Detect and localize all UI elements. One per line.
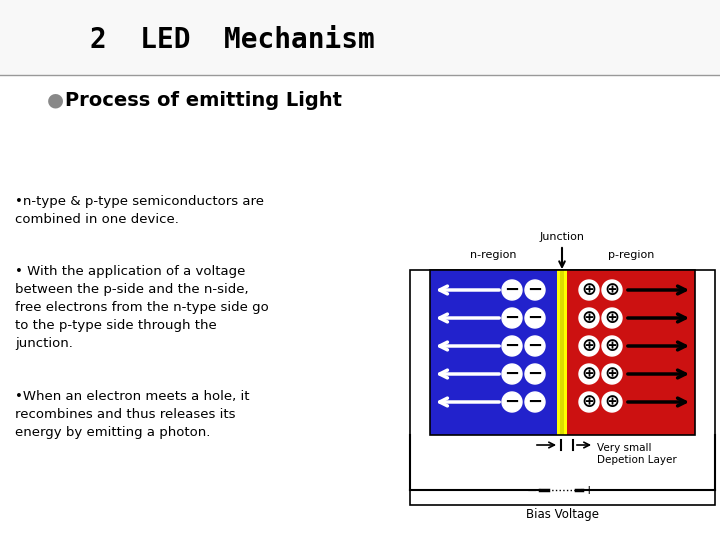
Circle shape [602,364,622,384]
Text: •When an electron meets a hole, it
recombines and thus releases its
energy by em: •When an electron meets a hole, it recom… [15,390,250,439]
Circle shape [502,336,522,356]
Text: ⊕: ⊕ [604,281,620,299]
Text: −: − [528,393,543,411]
Text: Process of emitting Light: Process of emitting Light [65,91,342,110]
Bar [557,270,567,435]
Text: −: − [505,365,520,383]
Bar [0,0,720,75]
Text: Junction: Junction [539,232,585,242]
Circle shape [579,308,599,328]
Text: ⊕: ⊕ [604,365,620,383]
Text: −: − [505,337,520,355]
Text: •n-type & p-type semiconductors are
combined in one device.: •n-type & p-type semiconductors are comb… [15,195,264,226]
Text: 2  LED  Mechanism: 2 LED Mechanism [90,26,374,54]
Text: −: − [526,484,537,497]
Text: ⊕: ⊕ [582,309,597,327]
Circle shape [602,392,622,412]
Text: −: − [505,281,520,299]
Circle shape [525,336,545,356]
Text: ⊕: ⊕ [604,309,620,327]
Text: −: − [505,309,520,327]
Text: ⊕: ⊕ [582,365,597,383]
Circle shape [525,392,545,412]
Text: ⊕: ⊕ [582,337,597,355]
Bar [560,270,564,435]
Text: −: − [528,309,543,327]
Text: ⊕: ⊕ [604,393,620,411]
Circle shape [602,280,622,300]
Text: p-region: p-region [608,250,654,260]
Text: −: − [528,281,543,299]
Circle shape [579,336,599,356]
Text: • With the application of a voltage
between the p-side and the n-side,
free elec: • With the application of a voltage betw… [15,265,269,350]
Circle shape [525,280,545,300]
Bar [410,270,715,505]
Circle shape [579,364,599,384]
Circle shape [579,280,599,300]
Text: ●: ● [47,91,64,110]
Circle shape [502,392,522,412]
Text: +: + [584,484,595,497]
Text: −: − [528,365,543,383]
Circle shape [579,392,599,412]
Text: Very small
Depetion Layer: Very small Depetion Layer [597,443,677,464]
Bar [430,270,695,435]
Circle shape [525,364,545,384]
Circle shape [502,280,522,300]
Circle shape [502,364,522,384]
Text: ⊕: ⊕ [582,281,597,299]
Text: Bias Voltage: Bias Voltage [526,508,599,521]
Bar [430,270,557,435]
Text: ⊕: ⊕ [582,393,597,411]
Text: −: − [505,393,520,411]
Circle shape [502,308,522,328]
Circle shape [525,308,545,328]
Text: n-region: n-region [469,250,516,260]
Text: −: − [528,337,543,355]
Circle shape [602,308,622,328]
Bar [567,270,695,435]
Text: ⊕: ⊕ [604,337,620,355]
Circle shape [602,336,622,356]
